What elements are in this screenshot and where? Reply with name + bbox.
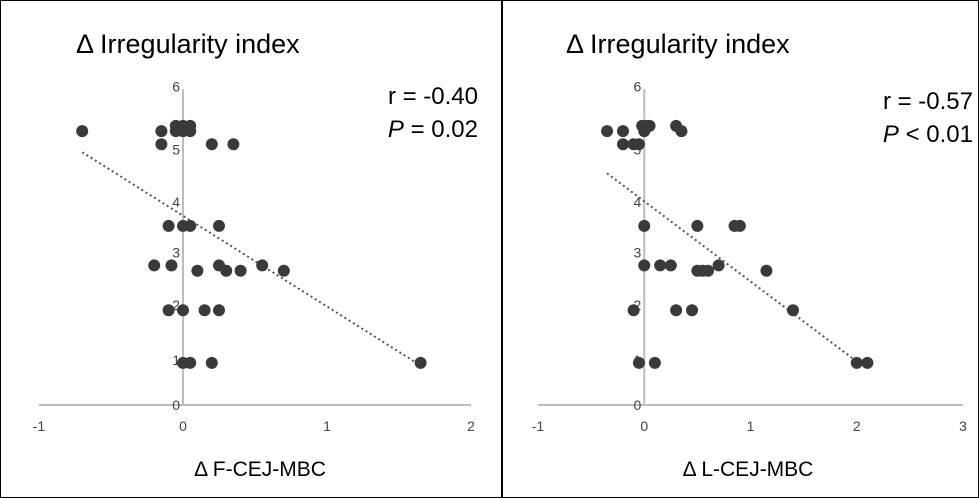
data-point (184, 125, 197, 138)
x-axis-label: Δ F-CEJ-MBC (194, 458, 326, 481)
data-point (205, 138, 218, 151)
data-point (76, 125, 89, 138)
data-point (155, 125, 168, 138)
trendline (606, 172, 863, 367)
data-point (162, 219, 175, 232)
y-tick-label: 6 (172, 78, 180, 94)
x-tick-label: 0 (640, 418, 648, 434)
data-point (162, 304, 175, 317)
p-symbol: P (388, 116, 404, 143)
x-tick-label: -1 (33, 418, 46, 434)
data-point (177, 304, 189, 317)
p-value: < 0.01 (906, 121, 973, 148)
trendline-path (606, 172, 863, 367)
data-point (670, 304, 683, 317)
data-point (213, 219, 225, 232)
data-point (850, 356, 863, 369)
data-point (617, 138, 629, 151)
data-point (638, 259, 651, 272)
y-tick-label: 4 (172, 194, 180, 210)
y-tick-label: 3 (633, 244, 641, 260)
trendline (81, 151, 422, 367)
x-tick-label: 2 (853, 418, 861, 434)
data-point (675, 125, 688, 138)
tick-labels: -1 0 1 2 0 1 2 3 4 5 6 (33, 78, 475, 434)
data-points (76, 119, 427, 369)
x-tick-label: 1 (747, 418, 755, 434)
y-tick-label: 0 (172, 397, 180, 413)
data-point (148, 259, 161, 272)
y-tick-label: 5 (172, 142, 180, 158)
chart-title: Δ Irregularity index (76, 29, 300, 59)
data-point (733, 219, 746, 232)
trendline-path (81, 151, 422, 367)
p-value: = 0.02 (411, 116, 478, 143)
y-tick-label: 4 (633, 194, 641, 210)
y-tick-label: 1 (172, 352, 180, 368)
data-point (627, 304, 640, 317)
chart-title: Δ Irregularity index (566, 29, 790, 59)
data-point (601, 125, 614, 138)
p-value-text: P < 0.01 (883, 121, 973, 148)
y-tick-label: 3 (172, 244, 180, 260)
y-tick-label: 2 (172, 297, 180, 313)
data-point (227, 138, 240, 151)
scatter-chart-l-cej-mbc: -101230123456 Δ Irregularity index r = -… (532, 29, 973, 481)
p-value-text: P = 0.02 (388, 116, 478, 143)
data-point (184, 219, 197, 232)
x-tick-label: 1 (323, 418, 331, 434)
panel-divider (501, 1, 503, 497)
data-point (191, 264, 204, 277)
data-point (277, 264, 290, 277)
data-point (760, 264, 773, 277)
data-point (234, 264, 247, 277)
data-point (256, 259, 269, 272)
data-point (165, 259, 178, 272)
r-value: r = -0.57 (883, 88, 973, 115)
data-point (654, 259, 667, 272)
data-point (213, 304, 225, 317)
axes (39, 89, 471, 406)
x-tick-label: -1 (532, 418, 545, 434)
data-point (205, 356, 218, 369)
y-tick-label: 0 (633, 397, 641, 413)
x-tick-label: 2 (467, 418, 475, 434)
data-point (632, 138, 645, 151)
data-point (617, 125, 629, 138)
scatter-chart-f-cej-mbc: -1 0 1 2 0 1 2 3 4 5 6 Δ Irregularity index r = -0… (33, 29, 478, 481)
data-point (198, 304, 211, 317)
data-point (220, 264, 233, 277)
data-point (787, 304, 799, 317)
data-point (702, 264, 714, 277)
data-point (638, 219, 651, 232)
data-point (414, 356, 427, 369)
x-tick-label: 0 (179, 418, 187, 434)
x-axis-label: Δ L-CEJ-MBC (683, 458, 814, 481)
data-point (691, 219, 704, 232)
data-point (184, 356, 197, 369)
data-point (155, 138, 168, 151)
r-value: r = -0.40 (388, 83, 478, 110)
y-tick-label: 6 (633, 78, 641, 94)
data-point (861, 356, 874, 369)
y-tick-label: 2 (633, 297, 641, 313)
data-point (712, 259, 725, 272)
p-symbol: P (883, 121, 899, 148)
data-point (686, 304, 699, 317)
data-point (664, 259, 677, 272)
data-point (648, 356, 661, 369)
data-point (632, 356, 645, 369)
x-tick-label: 3 (959, 418, 967, 434)
data-point (638, 125, 651, 138)
data-points (601, 119, 874, 369)
